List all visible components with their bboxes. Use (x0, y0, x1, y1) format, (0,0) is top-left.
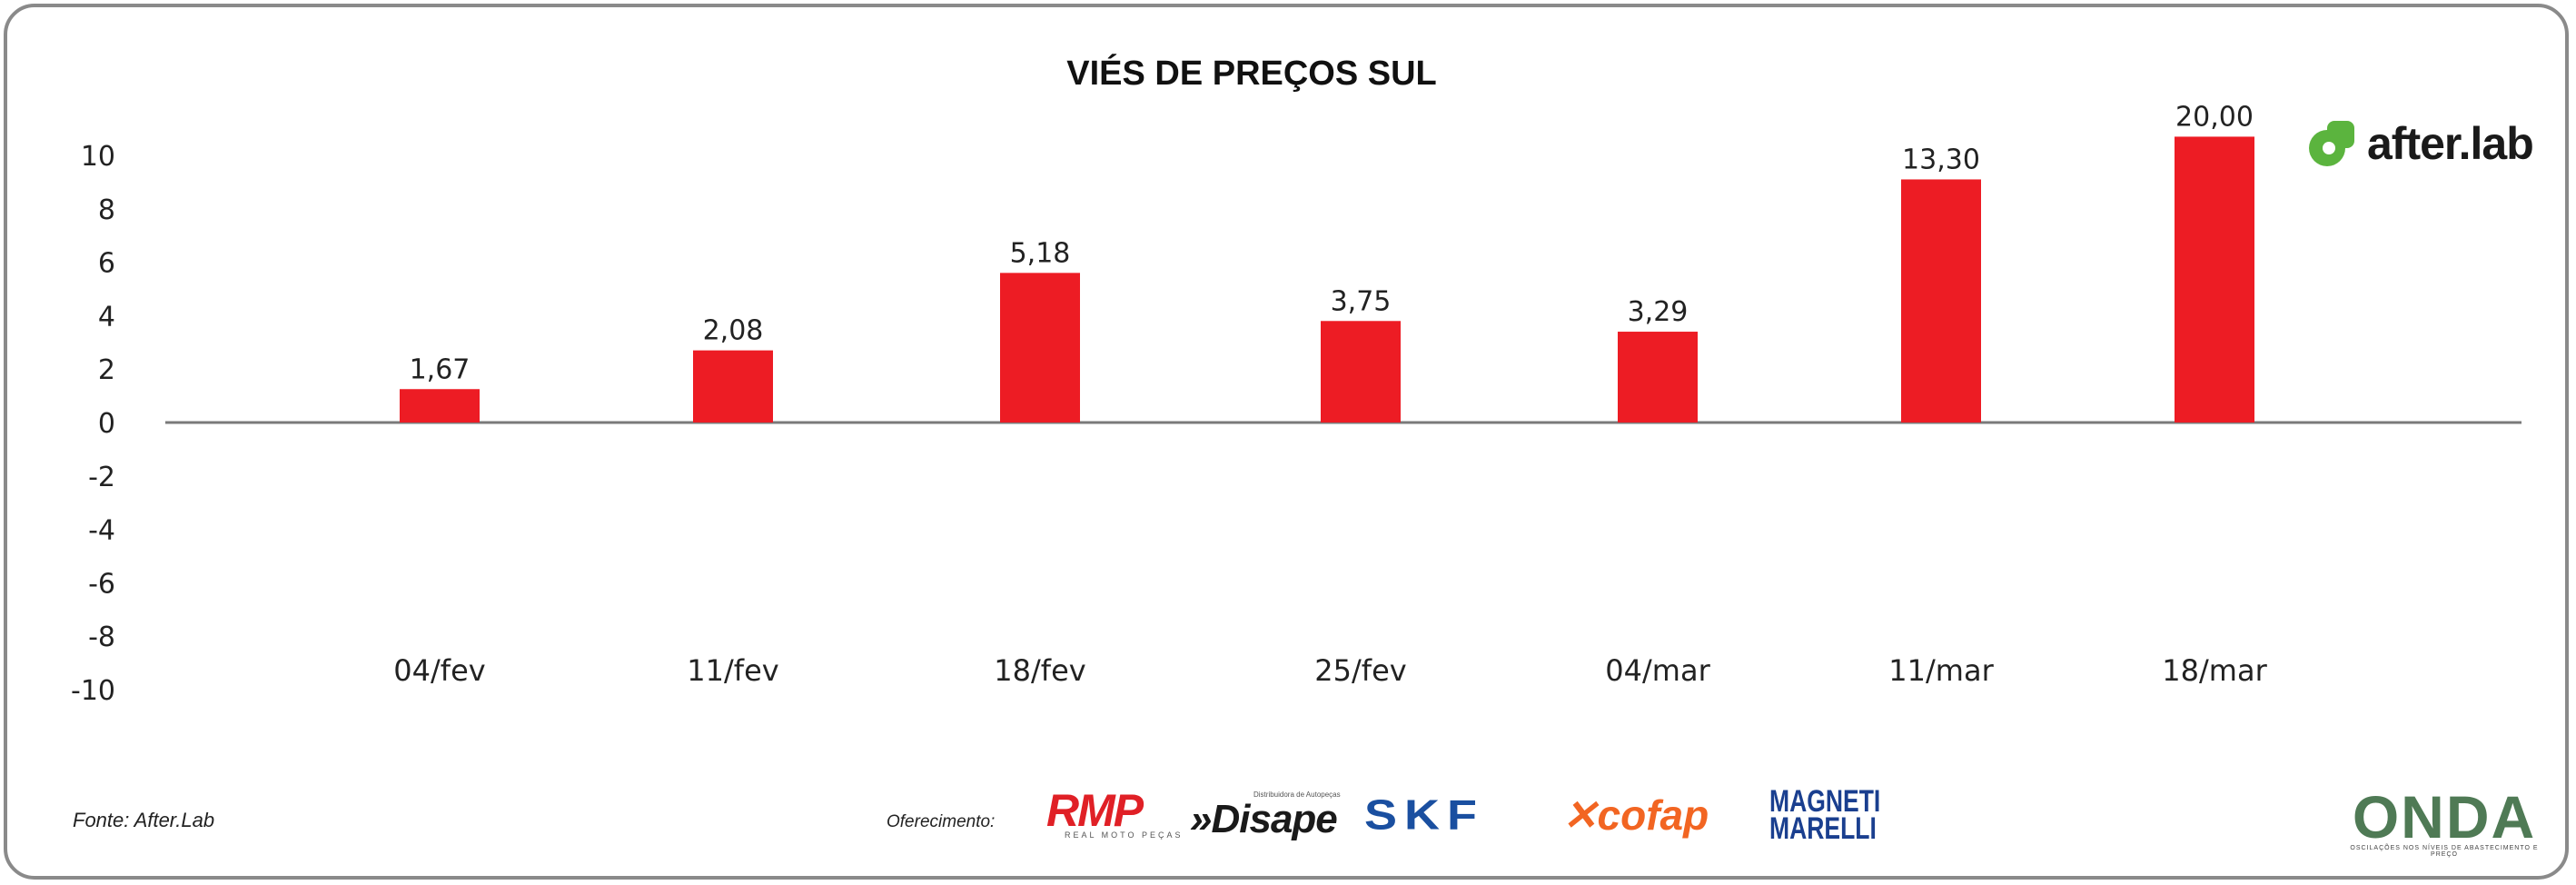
bars (400, 136, 2254, 423)
bar (400, 389, 480, 423)
afterlab-logo-icon (2307, 117, 2360, 170)
y-tick-label: 4 (98, 301, 115, 333)
magneti-line1: MAGNETI (1769, 784, 1881, 819)
sponsor-label: Oferecimento: (887, 812, 996, 831)
onda-tagline: OSCILAÇÕES NOS NÍVEIS DE ABASTECIMENTO E… (2350, 845, 2539, 858)
x-tick-label: 25/fev (1314, 653, 1406, 688)
y-axis: 10 8 6 4 2 0 -2 -4 -6 -8 -10 (71, 141, 115, 707)
x-tick-label: 18/mar (2162, 653, 2267, 688)
onda-logo: ONDA OSCILAÇÕES NOS NÍVEIS DE ABASTECIME… (2349, 783, 2540, 858)
y-tick-label: 10 (81, 141, 115, 173)
disape-logo: Distribuidora de Autopeças »Disape (1190, 783, 1341, 847)
y-tick-label: -10 (71, 675, 115, 707)
y-tick-label: 8 (98, 194, 115, 226)
bar (1618, 332, 1698, 423)
data-label: 3,29 (1628, 296, 1689, 328)
x-tick-label: 04/fev (393, 653, 485, 688)
data-label: 20,00 (2175, 101, 2254, 133)
magneti-marelli-logo: MAGNETI MARELLI (1769, 783, 1912, 847)
skf-logo: SKF (1364, 783, 1484, 847)
data-label: 13,30 (1902, 144, 1980, 175)
y-tick-label: 6 (98, 248, 115, 280)
rmp-tagline: REAL MOTO PEÇAS (1065, 830, 1184, 840)
skf-logo-text: SKF (1364, 791, 1484, 839)
y-tick-label: 0 (98, 408, 115, 440)
data-labels: 1,67 2,08 5,18 3,75 3,29 13,30 20,00 (410, 101, 2254, 385)
disape-tagline: Distribuidora de Autopeças (1253, 790, 1341, 799)
cofap-logo-word: cofap (1597, 791, 1709, 839)
bar (1901, 179, 1981, 423)
source-note: Fonte: After.Lab (73, 809, 215, 831)
cofap-logo: ✕cofap (1562, 783, 1709, 847)
rmp-logo: RMP REAL MOTO PEÇAS (1046, 783, 1184, 847)
x-tick-label: 11/fev (687, 653, 778, 688)
x-axis: 04/fev 11/fev 18/fev 25/fev 04/mar 11/mar 18/m… (393, 653, 2267, 688)
magneti-line2: MARELLI (1769, 811, 1877, 846)
afterlab-logo: after.lab (2307, 116, 2534, 171)
rmp-logo-text: RMP (1046, 785, 1144, 836)
data-label: 2,08 (703, 315, 764, 347)
bar (1321, 321, 1401, 423)
x-tick-label: 11/mar (1888, 653, 1994, 688)
chart-title: VIÉS DE PREÇOS SUL (1066, 55, 1437, 93)
y-tick-label: -2 (88, 462, 115, 493)
x-tick-label: 18/fev (994, 653, 1085, 688)
cofap-logo-text: ✕cofap (1562, 791, 1709, 839)
y-tick-label: 2 (98, 354, 115, 386)
bar (693, 350, 773, 423)
data-label: 3,75 (1331, 285, 1392, 317)
onda-logo-text: ONDA (2352, 783, 2537, 850)
data-label: 1,67 (410, 353, 471, 385)
y-tick-label: -6 (88, 568, 115, 600)
afterlab-logo-text: after.lab (2367, 118, 2534, 169)
y-tick-label: -8 (88, 621, 115, 653)
bar (1000, 273, 1080, 423)
data-label: 5,18 (1010, 237, 1071, 269)
bar (2175, 136, 2254, 423)
y-tick-label: -4 (88, 515, 115, 547)
x-tick-label: 04/mar (1605, 653, 1710, 688)
chart-frame (4, 4, 2569, 880)
disape-logo-text: »Disape (1190, 796, 1338, 841)
